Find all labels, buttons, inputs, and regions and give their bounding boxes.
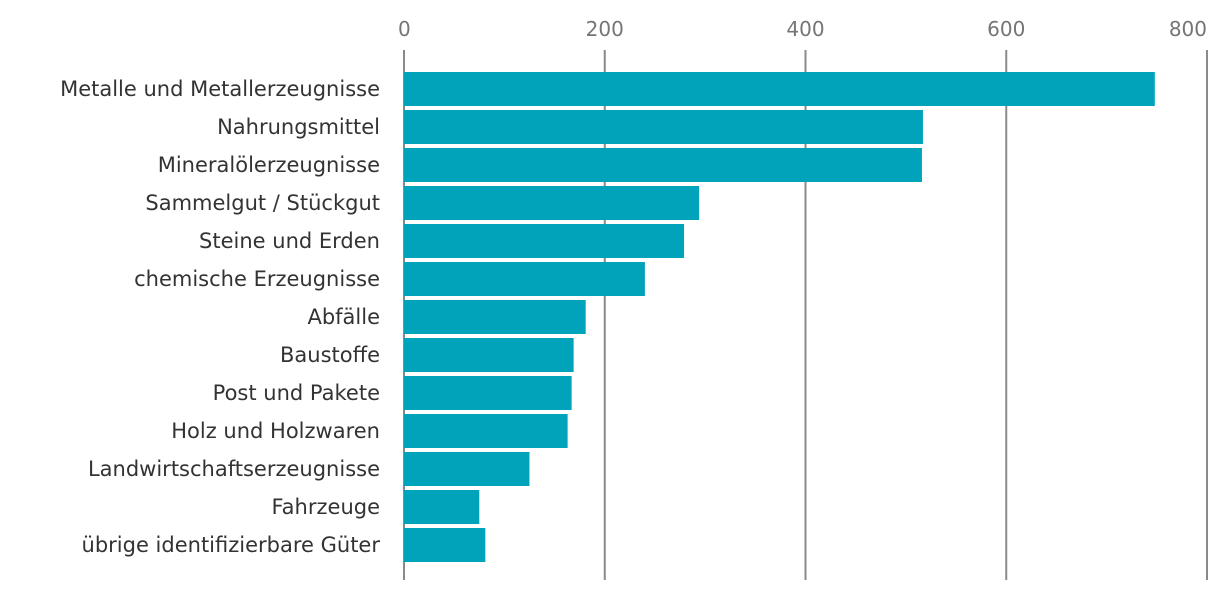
category-label: Baustoffe xyxy=(280,343,380,367)
bar xyxy=(404,72,1155,106)
category-label: Steine und Erden xyxy=(199,229,380,253)
category-label: übrige identifizierbare Güter xyxy=(82,533,381,557)
category-label: Sammelgut / Stückgut xyxy=(145,191,380,215)
bar xyxy=(404,414,568,448)
category-label: Fahrzeuge xyxy=(272,495,380,519)
bar xyxy=(404,262,645,296)
category-label: Holz und Holzwaren xyxy=(171,419,380,443)
bar xyxy=(404,452,530,486)
category-label: Metalle und Metallerzeugnisse xyxy=(60,77,380,101)
bar xyxy=(404,110,923,144)
x-tick-label: 400 xyxy=(786,17,824,41)
bar xyxy=(404,338,574,372)
x-tick-label: 0 xyxy=(398,17,411,41)
bar xyxy=(404,300,586,334)
category-labels: Metalle und Metallerzeugnisse Nahrungsmit… xyxy=(60,77,380,557)
x-tick-label: 600 xyxy=(987,17,1025,41)
bar xyxy=(404,148,922,182)
bar xyxy=(404,528,486,562)
bar xyxy=(404,376,572,410)
bar xyxy=(404,186,700,220)
category-label: chemische Erzeugnisse xyxy=(134,267,380,291)
x-tick-label: 800 xyxy=(1169,17,1207,41)
category-label: Mineralölerzeugnisse xyxy=(158,153,380,177)
category-label: Post und Pakete xyxy=(213,381,380,405)
category-label: Nahrungsmittel xyxy=(217,115,380,139)
x-axis-tick-labels: 0 200 400 600 800 xyxy=(398,17,1207,41)
category-label: Abfälle xyxy=(307,305,380,329)
bar xyxy=(404,490,480,524)
bars xyxy=(404,72,1155,562)
category-label: Landwirtschaftserzeugnisse xyxy=(88,457,380,481)
x-tick-label: 200 xyxy=(586,17,624,41)
bar xyxy=(404,224,685,258)
